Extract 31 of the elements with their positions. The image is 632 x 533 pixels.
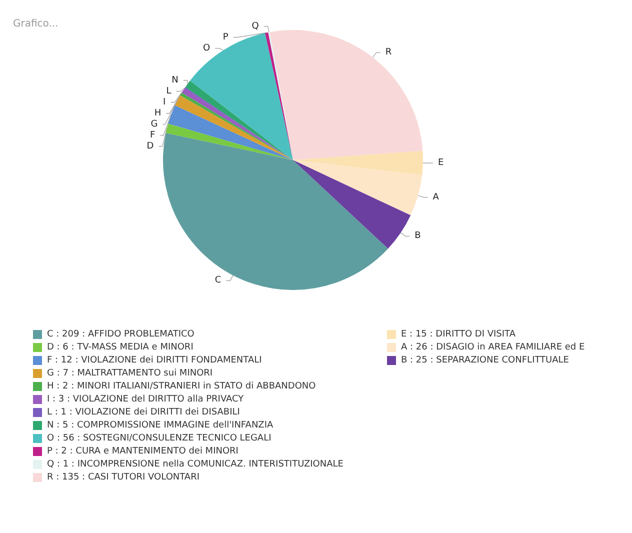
data-label: D: [146, 141, 154, 152]
data-label: B: [414, 231, 421, 242]
chart-title: Grafico...: [13, 18, 58, 30]
legend-label: N : 5 : COMPROMISSIONE IMMAGINE dell'INFANZIA: [47, 420, 274, 430]
data-label: O: [203, 43, 210, 54]
legend-label: F : 12 : VIOLAZIONE dei DIRITTI FONDAMENTALI: [47, 356, 262, 366]
legend-label: I : 3 : VIOLAZIONE del DIRITTO alla PRIVACY: [47, 394, 244, 404]
legend-label: L : 1 : VIOLAZIONE dei DIRITTI dei DISABILI: [47, 408, 240, 418]
legend-label: R : 135 : CASI TUTORI VOLONTARI: [47, 472, 200, 482]
legend-label: E : 15 : DIRITTO DI VISITA: [401, 330, 516, 340]
data-label: G: [150, 119, 158, 130]
data-label: R: [385, 48, 392, 58]
data-label: H: [154, 108, 162, 118]
legend-label: D : 6 : TV-MASS MEDIA e MINORI: [47, 342, 194, 352]
legend-label: C : 209 : AFFIDO PROBLEMATICO: [47, 330, 194, 340]
legend-label: A : 26 : DISAGIO in AREA FAMILIARE ed E: [401, 342, 585, 352]
data-label: N: [172, 75, 178, 86]
data-label: C: [214, 276, 222, 286]
data-label: E: [438, 158, 444, 168]
data-label: F: [150, 130, 156, 140]
data-label: A: [432, 192, 440, 202]
data-label: L: [166, 86, 172, 96]
data-label: Q: [252, 21, 259, 32]
legend-label: P : 2 : CURA e MANTENIMENTO dei MINORI: [47, 446, 238, 456]
data-label: P: [222, 32, 229, 42]
legend-label: O : 56 : SOSTEGNI/CONSULENZE TECNICO LEGALI: [47, 434, 272, 444]
legend-label: G : 7 : MALTRATTAMENTO sui MINORI: [47, 368, 213, 378]
legend-label: Q : 1 : INCOMPRENSIONE nella COMUNICAZ. INTERISTITUZIONALE: [47, 460, 344, 470]
legend-label: B : 25 : SEPARAZIONE CONFLITTUALE: [401, 356, 570, 366]
legend-label: H : 2 : MINORI ITALIANI/STRANIERI in STATO di ABBANDONO: [47, 382, 316, 392]
data-label: I: [162, 97, 166, 108]
